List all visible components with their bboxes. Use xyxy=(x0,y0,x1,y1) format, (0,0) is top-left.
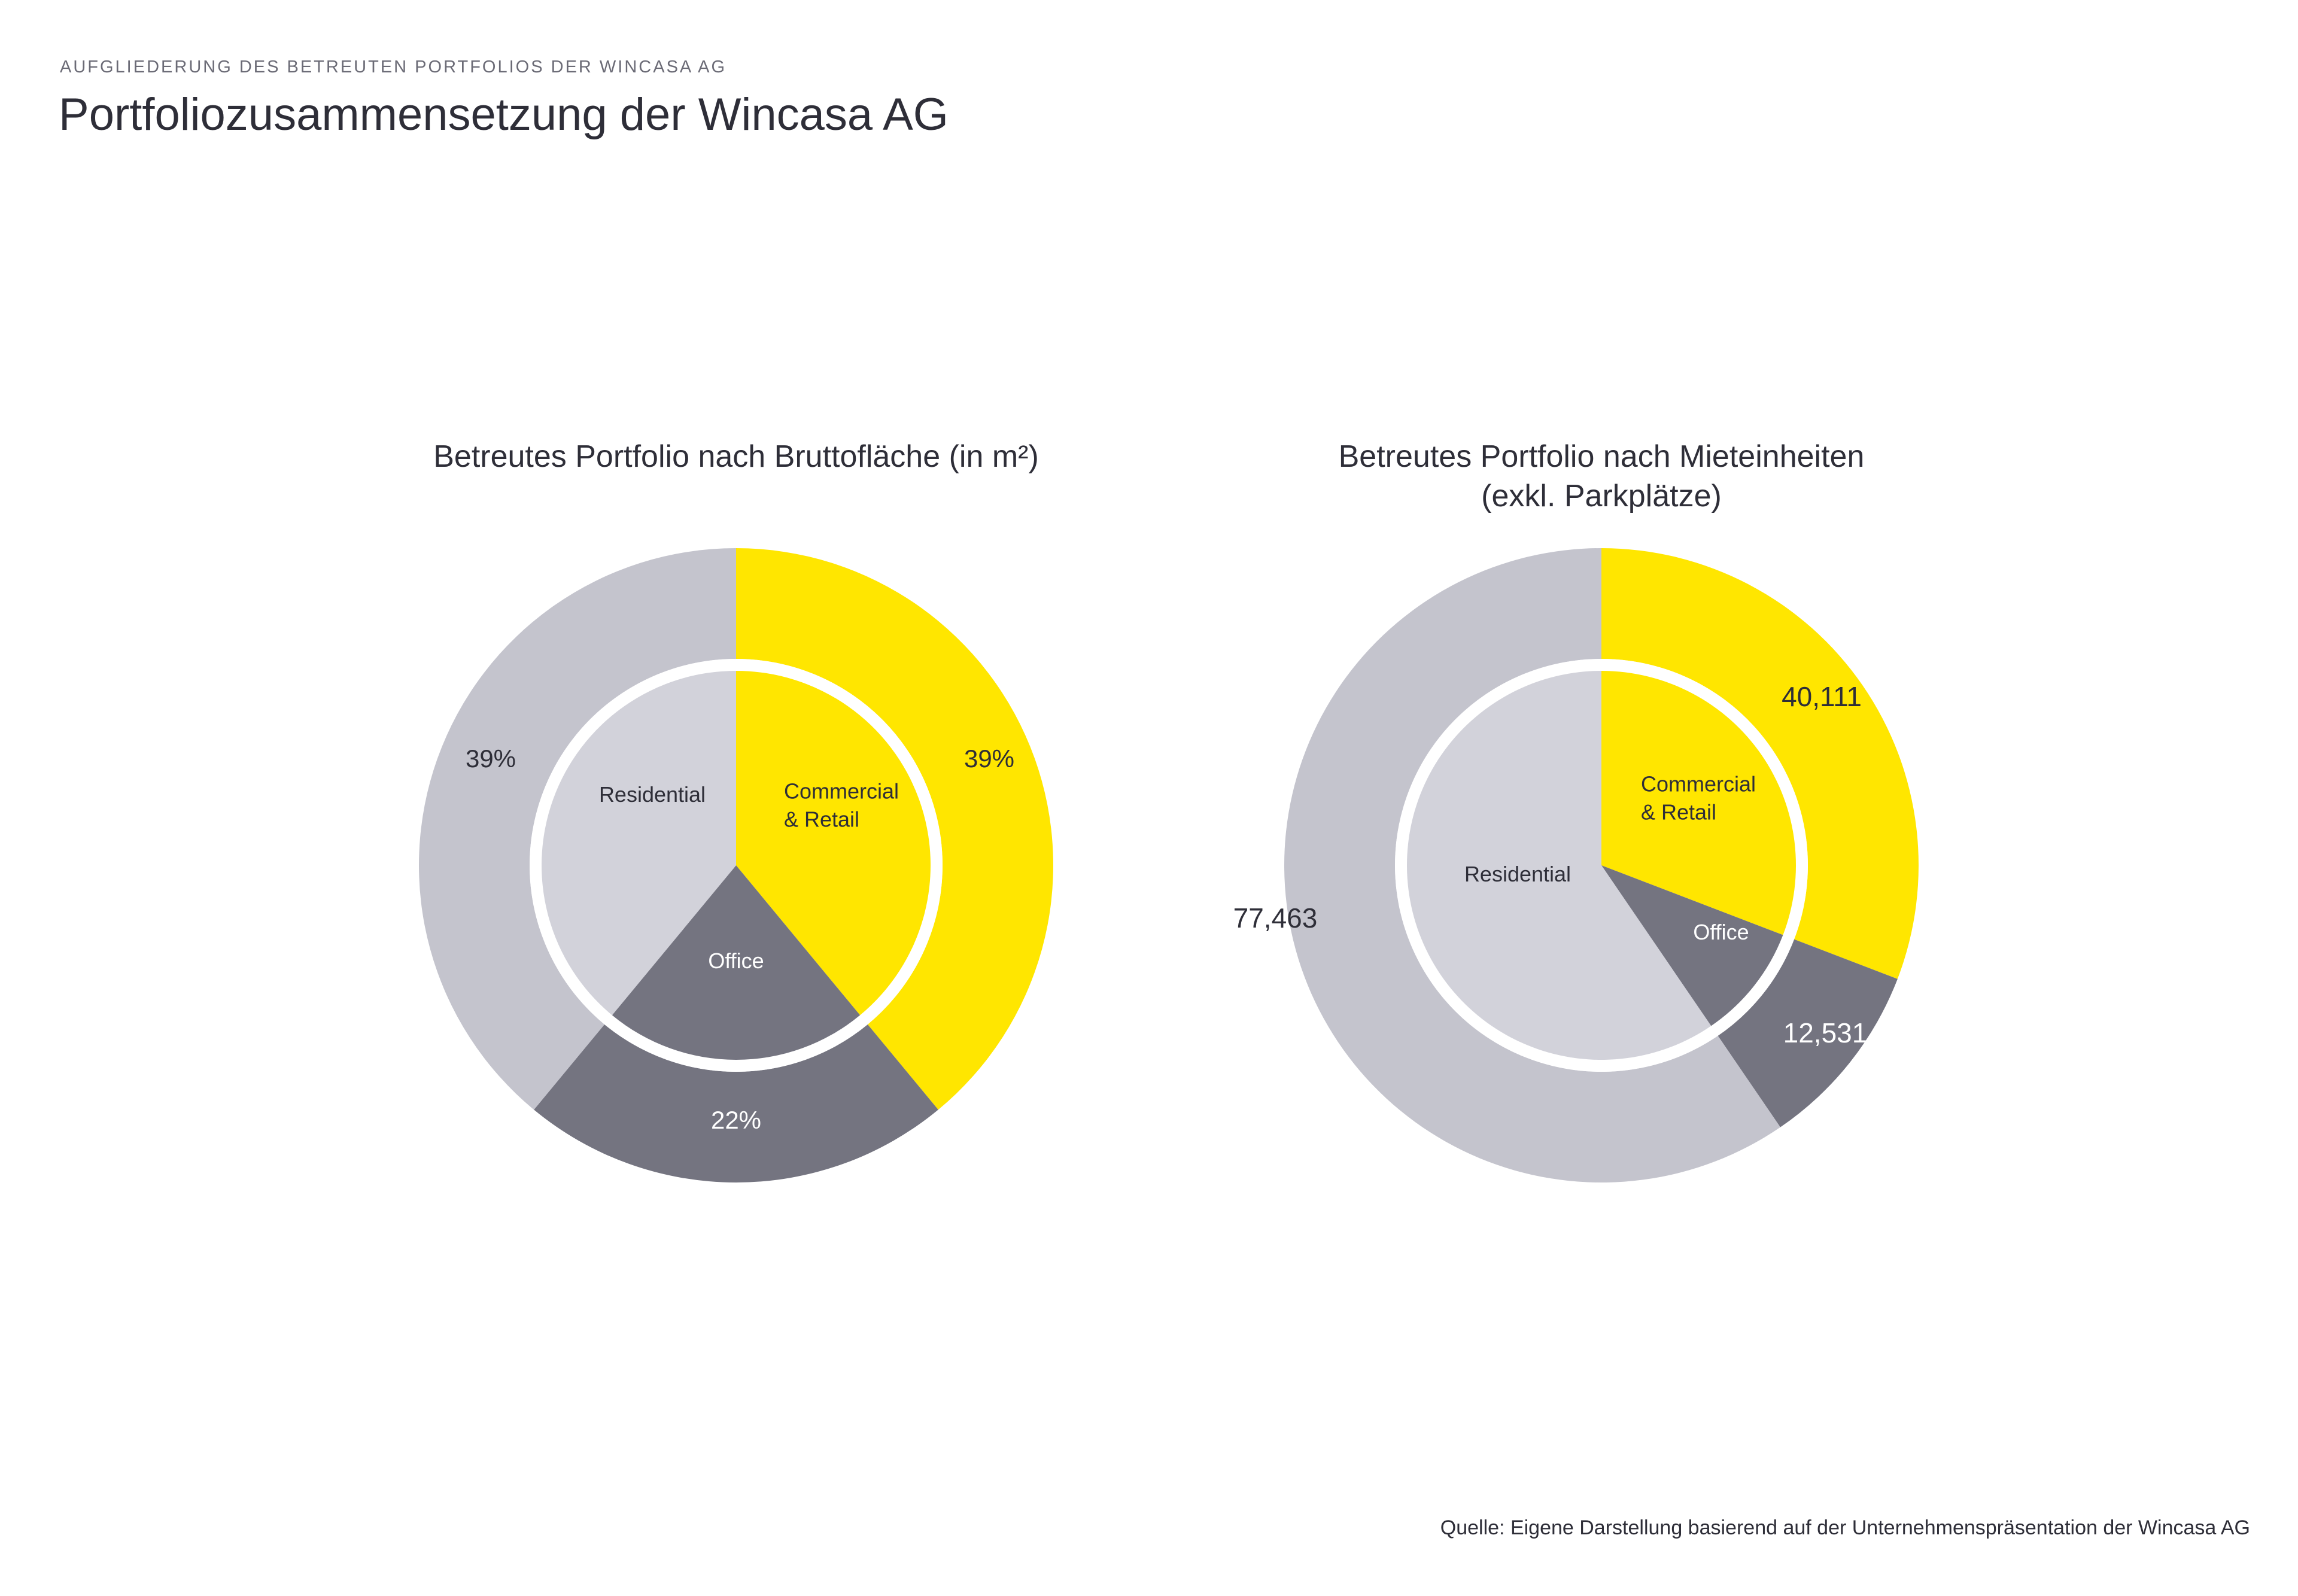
page-eyebrow: AUFGLIEDERUNG DES BETREUTEN PORTFOLIOS D… xyxy=(60,57,727,77)
inner-label-commercial-retail: Commercial & Retail xyxy=(784,779,899,832)
inner-slice-residential xyxy=(542,671,736,1016)
donut-chart-gross-area: Commercial & Retail Office Residential 39% 22… xyxy=(419,548,1054,1182)
outer-slice-office xyxy=(1718,939,1898,1127)
outer-slice-commercial-retail xyxy=(736,548,1054,1110)
donut-chart-rental-units: Commercial & Retail Office Residential 40,11… xyxy=(1233,548,1919,1183)
chart-rental-units: Betreutes Portfolio nach Mieteinheiten (e… xyxy=(1212,431,1990,1221)
value-label-commercial-retail: 40,111 xyxy=(1782,681,1862,712)
chart-gross-area: Betreutes Portfolio nach Bruttofläche (i… xyxy=(347,431,1125,1221)
outer-slice-office xyxy=(534,1024,938,1182)
inner-slice-commercial-retail xyxy=(1601,671,1796,935)
chart-title-line: Betreutes Portfolio nach Bruttofläche (i… xyxy=(433,439,1039,474)
page-title: Portfoliozusammensetzung der Wincasa AG xyxy=(59,89,949,140)
inner-label-office: Office xyxy=(708,949,764,973)
source-note: Quelle: Eigene Darstellung basierend auf… xyxy=(1440,1516,2250,1539)
chart-title: Betreutes Portfolio nach Bruttofläche (i… xyxy=(347,437,1125,476)
value-label-office: 22% xyxy=(711,1106,761,1134)
outer-slice-residential xyxy=(419,548,736,1110)
value-label-office: 12,531 xyxy=(1783,1017,1868,1048)
chart-title-line: (exkl. Parkplätze) xyxy=(1481,479,1722,513)
inner-slice-office xyxy=(612,865,861,1060)
chart-title-line: Betreutes Portfolio nach Mieteinheiten xyxy=(1338,439,1865,474)
chart-title: Betreutes Portfolio nach Mieteinheiten (e… xyxy=(1212,437,1990,516)
value-label-residential: 39% xyxy=(466,744,516,773)
outer-slice-residential xyxy=(1284,548,1780,1183)
inner-label-residential: Residential xyxy=(599,782,706,807)
inner-label-commercial-retail: Commercial & Retail xyxy=(1641,772,1756,825)
outer-slice-commercial-retail xyxy=(1601,548,1919,979)
value-label-residential: 77,463 xyxy=(1233,902,1318,934)
inner-label-residential: Residential xyxy=(1464,862,1571,886)
inner-slice-commercial-retail xyxy=(736,671,931,1016)
inner-label-office: Office xyxy=(1693,920,1749,944)
value-label-commercial-retail: 39% xyxy=(964,744,1014,773)
inner-slice-office xyxy=(1601,865,1783,1026)
inner-slice-residential xyxy=(1407,671,1712,1060)
